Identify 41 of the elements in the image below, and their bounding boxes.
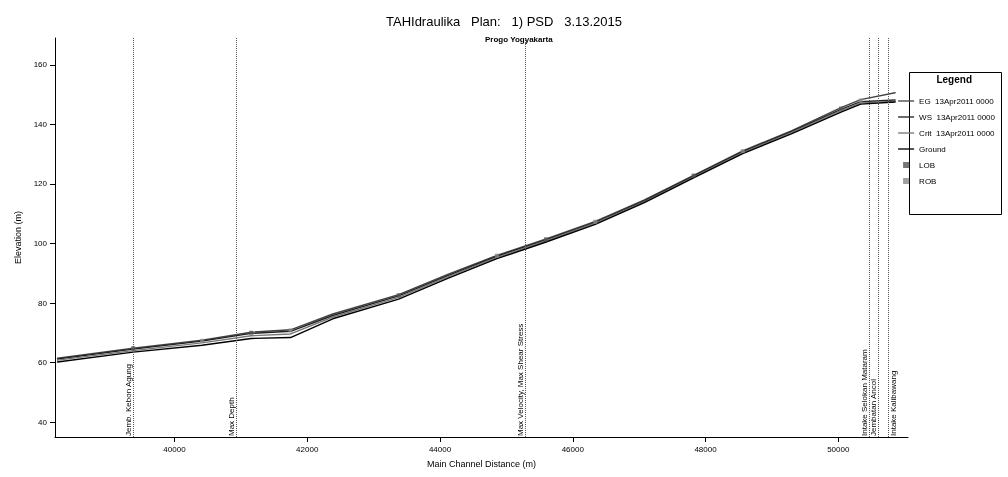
legend-title: Legend	[936, 73, 973, 85]
point	[288, 328, 293, 333]
x-tick-label: 42000	[296, 444, 319, 454]
ref-line-label: Intake Kalibawang	[888, 370, 898, 436]
legend-label: Crit 13Apr2011 0000	[919, 128, 996, 138]
x-tick-label: 44000	[428, 444, 452, 454]
ref-line-label: Max Depth	[226, 397, 236, 436]
chart-subtitle: Progo Yogyakarta	[485, 34, 554, 44]
y-tick-label: 40	[38, 417, 48, 427]
x-tick-label: 50000	[827, 444, 850, 454]
legend-label: ROB	[919, 176, 937, 186]
x-axis-title: Main Channel Distance (m)	[426, 458, 537, 469]
legend-label: LOB	[919, 160, 936, 170]
y-tick-label: 100	[33, 238, 48, 248]
y-tick-label: 160	[33, 60, 48, 70]
ref-line-label: Jemb. Kebon Agung	[123, 363, 133, 436]
y-tick-label: 80	[38, 298, 48, 308]
point	[858, 98, 863, 103]
chart-title: TAHIdraulika Plan: 1) PSD 3.13.2015	[385, 14, 623, 29]
point	[544, 237, 549, 242]
y-axis-title: Elevation (m)	[13, 210, 24, 265]
x-tick-label: 46000	[561, 444, 585, 454]
y-tick-label: 120	[33, 179, 48, 189]
ref-line-label: Max Velocity, Max Shear Stress	[516, 323, 526, 436]
legend-label: Ground	[919, 144, 946, 154]
y-tick-label: 60	[38, 358, 48, 368]
point	[200, 338, 205, 343]
legend-label: WS 13Apr2011 0000	[919, 112, 996, 122]
ref-line-label: Intake Selokan Mataram	[860, 348, 869, 436]
point	[494, 253, 499, 258]
x-tick-label: 40000	[163, 444, 187, 454]
point	[249, 330, 254, 335]
point	[396, 293, 401, 298]
x-tick-label: 48000	[694, 444, 718, 454]
ref-line-label: Jembatan Ancol	[868, 378, 878, 436]
point	[839, 106, 844, 111]
y-tick-label: 140	[33, 119, 48, 129]
legend-label: EG 13Apr2011 0000	[919, 96, 995, 106]
point	[691, 173, 696, 178]
point	[740, 149, 745, 154]
point	[593, 219, 598, 224]
